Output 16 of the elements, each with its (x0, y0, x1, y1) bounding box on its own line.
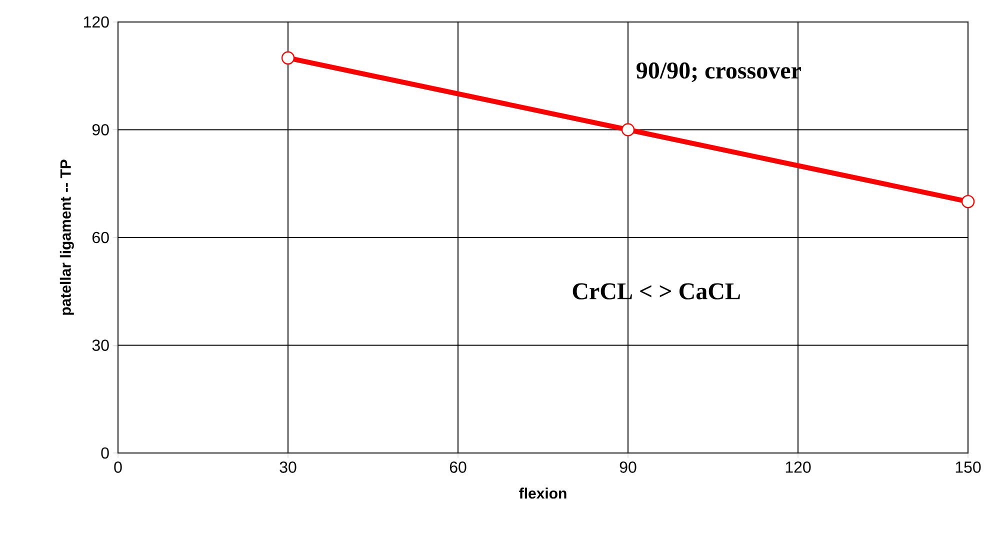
point (281, 51, 295, 64)
y-tick-label: 120 (84, 16, 109, 28)
x-tick-label: 60 (450, 462, 466, 473)
x-tick-label: 120 (786, 462, 811, 473)
x-tick-label: 0 (114, 462, 122, 473)
y-tick-label: 90 (92, 124, 109, 136)
point (961, 194, 975, 208)
y-tick-label: 0 (101, 447, 109, 459)
y-tick-label: 30 (92, 340, 109, 351)
x-tick-label: 90 (620, 462, 636, 473)
point (621, 123, 635, 136)
y-axis-title: patellar ligament -- TP (60, 160, 74, 315)
y-tick-label: 60 (92, 232, 109, 244)
x-tick-label: 30 (280, 462, 296, 473)
x-axis-title: flexion (519, 488, 566, 499)
x-tick-label: 150 (956, 462, 981, 473)
